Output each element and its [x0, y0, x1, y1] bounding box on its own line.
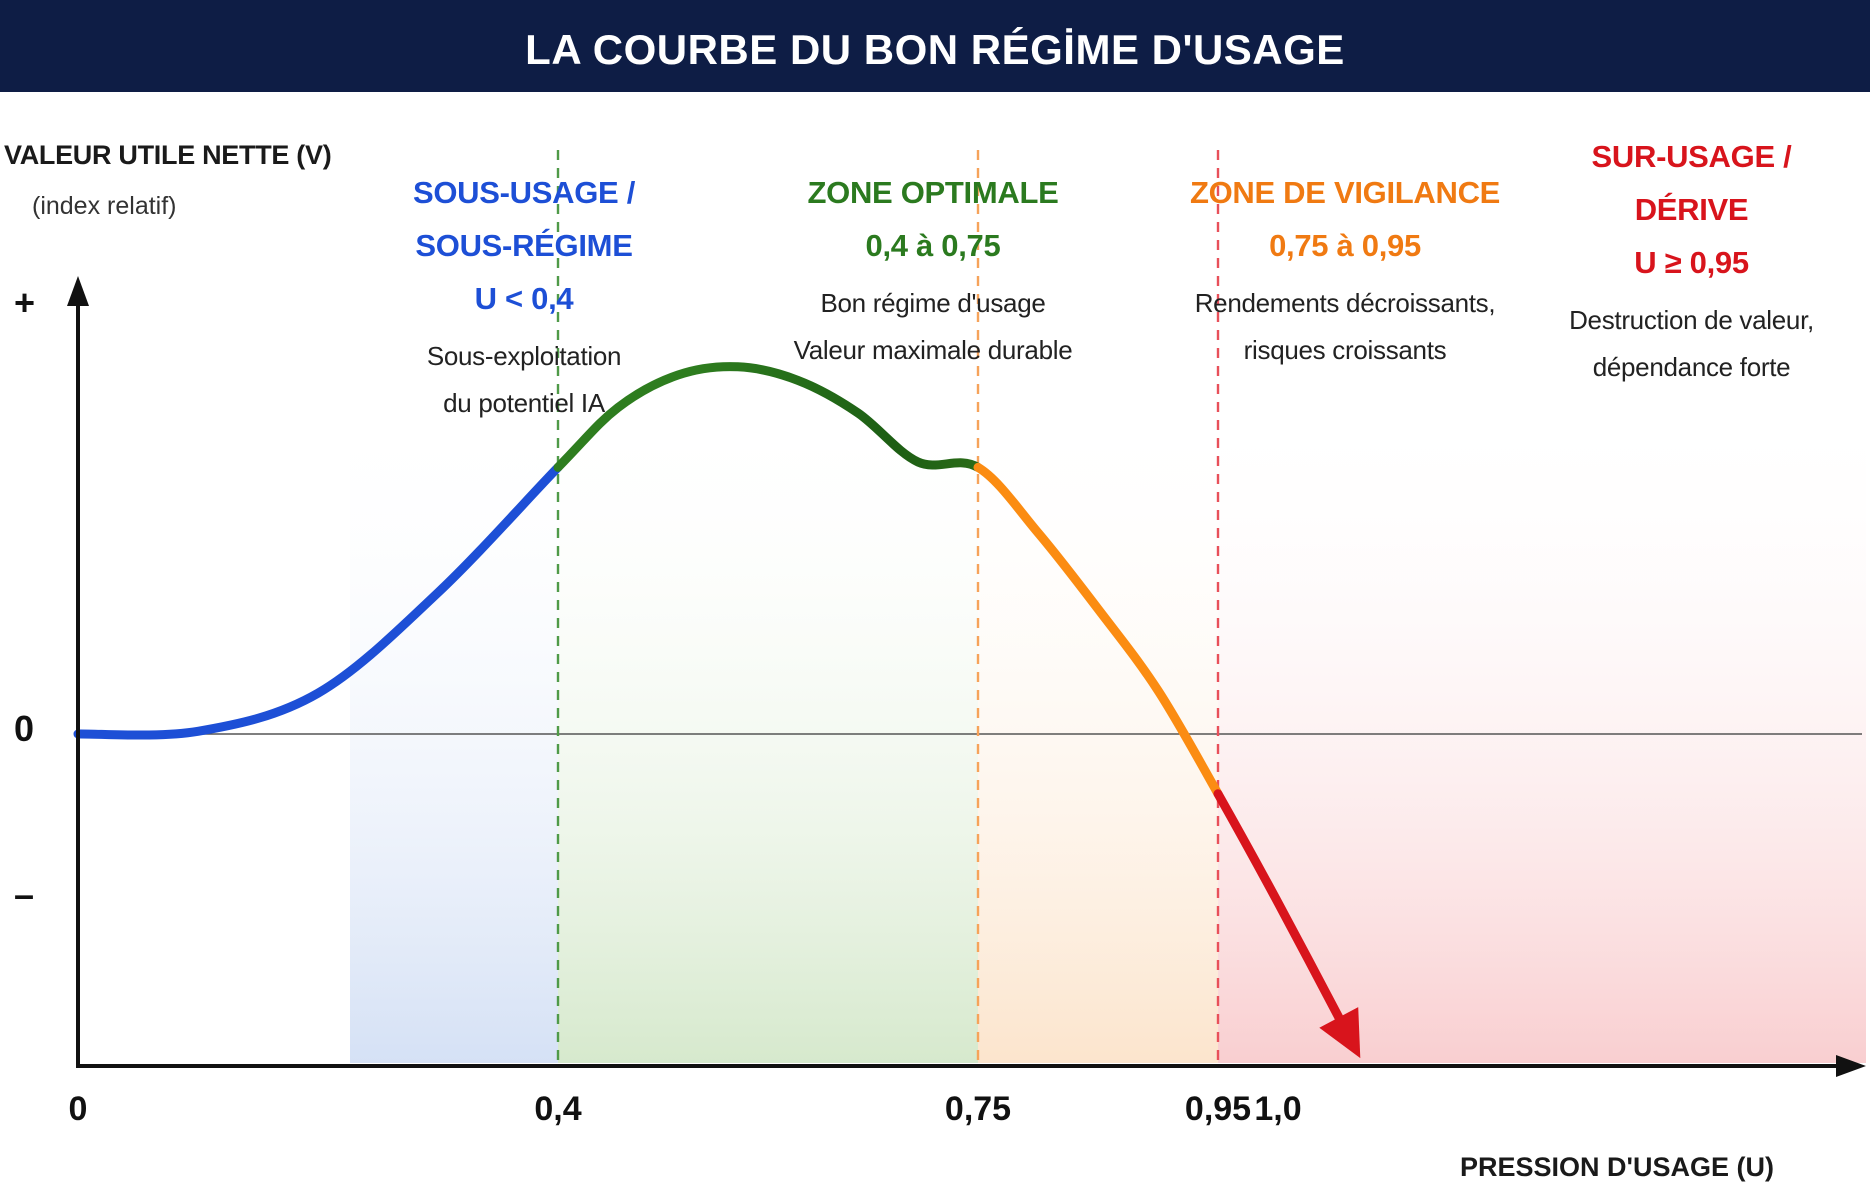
zone-label-1: ZONE OPTIMALE 0,4 à 0,75 Bon régime d'usag…	[693, 166, 1173, 374]
y-axis-label: VALEUR UTILE NETTE (V)	[4, 140, 332, 170]
y-tick-minus: –	[14, 874, 35, 915]
zone-heading-line: SUR-USAGE /	[1591, 139, 1792, 174]
zone-label-3: SUR-USAGE / DÉRIVE U ≥ 0,95 Destruction de …	[1517, 130, 1866, 391]
zone-heading-line: DÉRIVE	[1634, 192, 1749, 227]
zone-description-line: dépendance forte	[1592, 352, 1791, 382]
zone-heading-line: SOUS-USAGE /	[412, 175, 636, 210]
zone-heading-line: ZONE DE VIGILANCE	[1189, 175, 1501, 210]
curve-segment-sous-usage	[73, 462, 563, 740]
zone-backgrounds	[350, 400, 1866, 1063]
curve-segment-optimale	[553, 362, 983, 472]
zone-heading-line: ZONE OPTIMALE	[807, 175, 1059, 210]
threshold-lines	[556, 150, 1220, 1066]
title-bar	[0, 0, 1870, 92]
zone-description-line: Valeur maximale durable	[793, 335, 1073, 365]
curve-segment-vigilance	[973, 462, 1223, 799]
curve-segment-sur-usage	[1213, 789, 1355, 1044]
x-tick-label-0: 0	[68, 1090, 88, 1128]
chart-title: LA COURBE DU BON RÉGİME D'USAGE	[525, 26, 1345, 73]
axes	[67, 276, 1866, 1077]
zone-heading-line: U ≥ 0,95	[1634, 245, 1749, 280]
curve-arrowhead	[1319, 1007, 1361, 1059]
zone-description-line: risques croissants	[1243, 335, 1447, 365]
value-curve	[73, 362, 1361, 1059]
zone-heading-line: 0,4 à 0,75	[865, 228, 1001, 263]
zone-label-0: SOUS-USAGE / SOUS-RÉGIME U < 0,4 Sous-explo…	[355, 166, 693, 427]
band-zone-optimale	[558, 400, 978, 1063]
zone-description-line: Rendements décroissants,	[1194, 288, 1496, 318]
zone-heading-line: SOUS-RÉGIME	[415, 228, 633, 263]
x-tick-label-2: 0,75	[944, 1090, 1012, 1128]
x-tick-label-1: 0,4	[534, 1090, 582, 1128]
y-tick-zero: 0	[14, 708, 35, 749]
zone-description-line: Sous-exploitation	[426, 341, 622, 371]
zone-heading-line: U < 0,4	[474, 281, 574, 316]
zone-label-2: ZONE DE VIGILANCE 0,75 à 0,95 Rendements d…	[1173, 166, 1517, 374]
x-tick-label-3: 0,95	[1184, 1090, 1252, 1128]
y-axis-arrow	[67, 276, 89, 306]
zone-heading-line: 0,75 à 0,95	[1269, 228, 1421, 263]
band-sur-usage	[1218, 400, 1866, 1063]
zone-description-line: Bon régime d'usage	[820, 288, 1046, 318]
x-axis-arrow	[1836, 1055, 1866, 1077]
y-axis-sublabel: (index relatif)	[32, 192, 177, 220]
y-tick-plus: +	[14, 282, 36, 323]
zone-description-line: Destruction de valeur,	[1569, 305, 1814, 335]
zone-description-line: du potentiel IA	[443, 388, 605, 418]
x-tick-label-4: 1,0	[1254, 1090, 1302, 1128]
x-axis-label: PRESSION D'USAGE (U)	[1460, 1152, 1774, 1182]
